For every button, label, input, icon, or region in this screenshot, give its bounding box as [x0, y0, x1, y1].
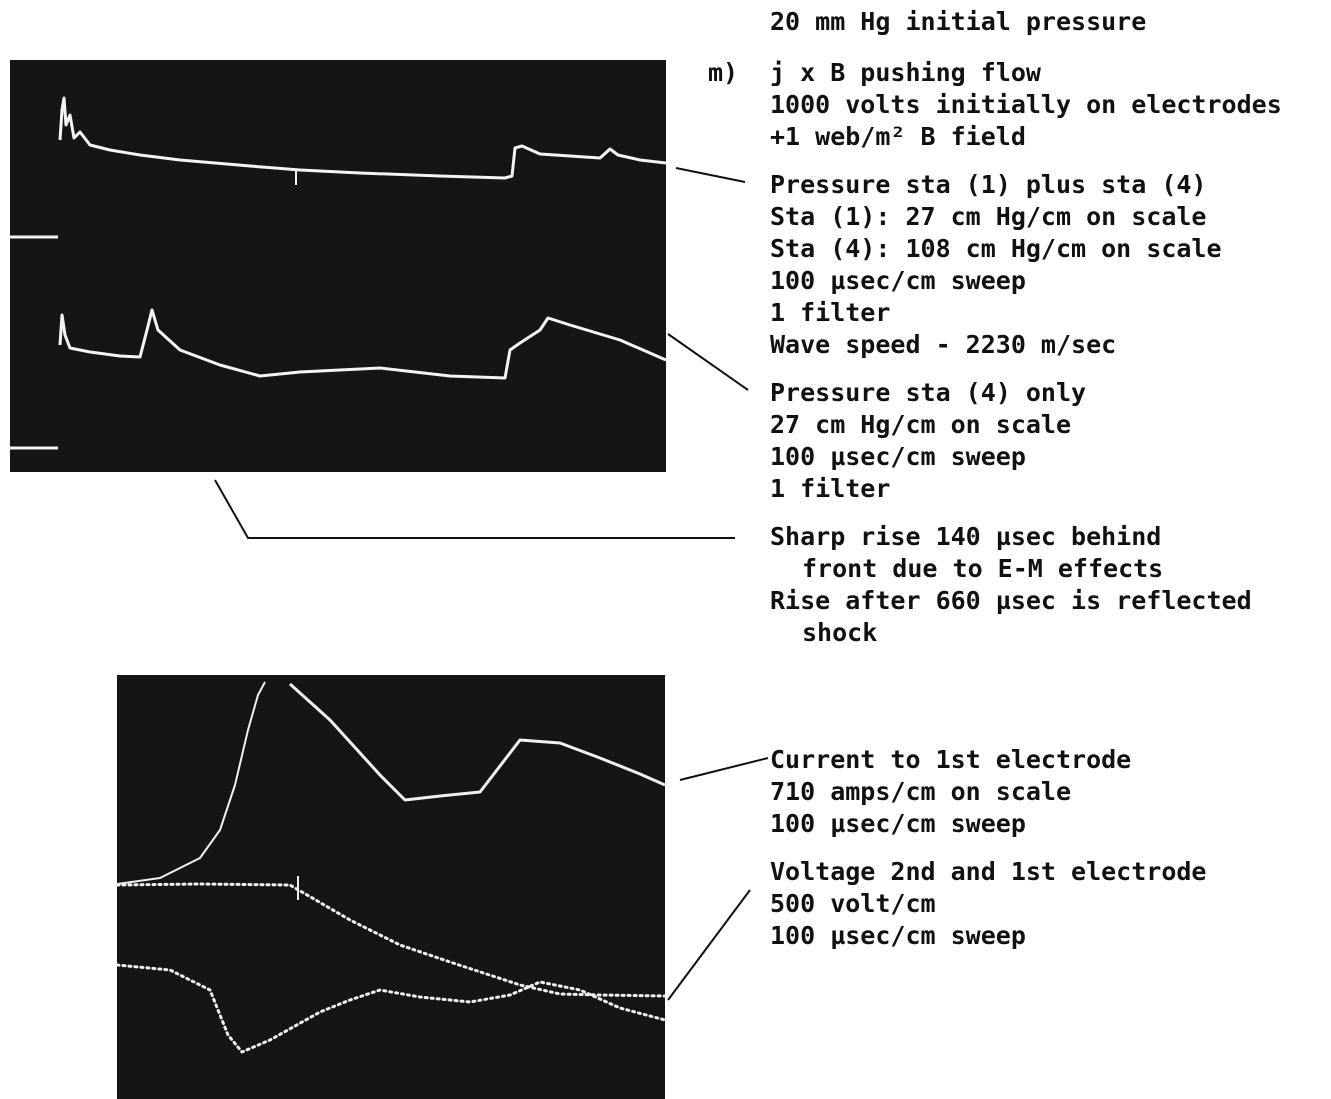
photo-top	[10, 60, 667, 472]
text-line: 710 amps/cm on scale	[770, 777, 1072, 806]
annotation: Pressure sta (4) only 27 cm Hg/cm on scal…	[770, 377, 1086, 505]
text-line: j x B pushing flow	[770, 58, 1041, 87]
photo-bottom	[115, 675, 667, 1099]
text-line: 100 µsec/cm sweep	[770, 921, 1026, 950]
text-line: 1000 volts initially on electrodes	[770, 90, 1282, 119]
text-line: 500 volt/cm	[770, 889, 936, 918]
annotation: Sharp rise 140 µsec behind front due to E…	[770, 521, 1252, 649]
text-line: 100 µsec/cm sweep	[770, 266, 1026, 295]
run-label: m)	[708, 58, 739, 87]
text-line: +1 web/m² B field	[770, 122, 1026, 151]
text-line: Current to 1st electrode	[770, 745, 1132, 774]
header-title: 20 mm Hg initial pressure	[770, 7, 1147, 36]
text-line: Sharp rise 140 µsec behind	[770, 522, 1162, 551]
text-line: Sta (1): 27 cm Hg/cm on scale	[770, 202, 1207, 231]
text-line: 100 µsec/cm sweep	[770, 809, 1026, 838]
text-line: 100 µsec/cm sweep	[770, 442, 1026, 471]
text-line: Voltage 2nd and 1st electrode	[770, 857, 1207, 886]
text-line: Pressure sta (1) plus sta (4)	[770, 170, 1207, 199]
text-line: 1 filter	[770, 298, 891, 327]
run-description: j x B pushing flow 1000 volts initially o…	[770, 57, 1282, 153]
annotation: Pressure sta (1) plus sta (4) Sta (1): 27…	[770, 169, 1222, 361]
text-line: Wave speed - 2230 m/sec	[770, 330, 1117, 359]
text-line: Pressure sta (4) only	[770, 378, 1087, 407]
annotation: Voltage 2nd and 1st electrode 500 volt/cm…	[770, 856, 1207, 952]
text-line: shock	[802, 618, 878, 647]
text-line: 27 cm Hg/cm on scale	[770, 410, 1072, 439]
text-line: Sta (4): 108 cm Hg/cm on scale	[770, 234, 1222, 263]
leader-lines	[214, 167, 769, 1001]
text-line: 1 filter	[770, 474, 891, 503]
text-line: Rise after 660 µsec is reflected	[770, 586, 1252, 615]
text-line: front due to E-M effects	[802, 554, 1164, 583]
annotation: Current to 1st electrode 710 amps/cm on s…	[770, 744, 1131, 840]
